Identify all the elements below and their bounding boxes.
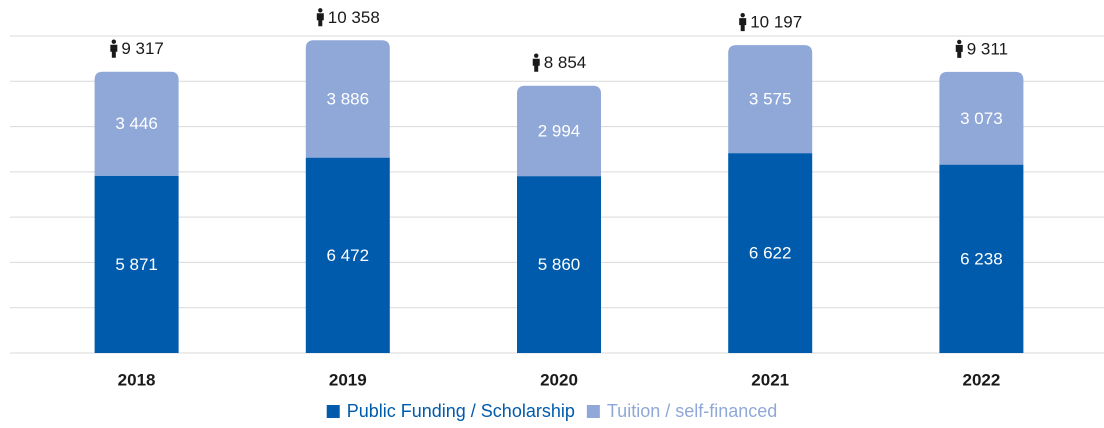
bar-segment (728, 153, 813, 353)
value-label: 3 073 (960, 109, 1003, 128)
person-icon (739, 18, 747, 32)
bar-segment (94, 175, 179, 353)
bar-segment (728, 45, 813, 154)
total-label: 9 311 (967, 39, 1008, 58)
value-label: 3 575 (749, 90, 792, 109)
total: 8 854 (532, 53, 587, 72)
total: 9 317 (110, 39, 164, 58)
x-tick-label: 2019 (329, 370, 367, 389)
x-tick-label: 2022 (962, 370, 1000, 389)
person-icon (957, 39, 962, 45)
value-label: 6 238 (960, 249, 1003, 268)
person-icon (955, 44, 963, 58)
bar-segment (305, 40, 390, 158)
bar-segment (939, 71, 1024, 165)
person-icon (316, 13, 324, 27)
legend-swatch (326, 405, 340, 418)
value-label: 3 886 (327, 89, 370, 108)
bar-segment (305, 157, 390, 353)
legend-swatch (586, 405, 600, 418)
person-icon (534, 53, 539, 58)
total-label: 9 317 (121, 39, 164, 58)
total-label: 10 197 (750, 13, 802, 32)
x-tick-label: 2018 (118, 370, 156, 389)
bar-segment (939, 164, 1024, 353)
value-label: 5 871 (115, 255, 158, 274)
bar-segment (94, 71, 179, 176)
person-icon (532, 58, 540, 72)
total: 10 197 (739, 13, 802, 32)
bar-segment (517, 176, 601, 353)
legend-label: Tuition / self-financed (607, 401, 777, 421)
total: 9 311 (955, 39, 1008, 58)
value-label: 5 860 (538, 255, 581, 274)
bar-segment (517, 85, 601, 177)
value-label: 6 622 (749, 244, 792, 263)
legend-label: Public Funding / Scholarship (347, 401, 575, 421)
person-icon (110, 44, 118, 58)
x-tick-label: 2021 (751, 370, 789, 389)
total-label: 10 358 (328, 8, 380, 27)
person-icon (318, 8, 323, 13)
total: 10 358 (316, 8, 380, 27)
legend: Public Funding / Scholarship Tuition / se… (326, 401, 777, 421)
value-label: 3 446 (115, 114, 158, 133)
value-label: 6 472 (327, 246, 370, 265)
value-label: 2 994 (538, 121, 581, 140)
person-icon (111, 39, 117, 44)
total-label: 8 854 (544, 53, 587, 72)
x-tick-label: 2020 (540, 370, 578, 389)
person-icon (740, 12, 745, 18)
